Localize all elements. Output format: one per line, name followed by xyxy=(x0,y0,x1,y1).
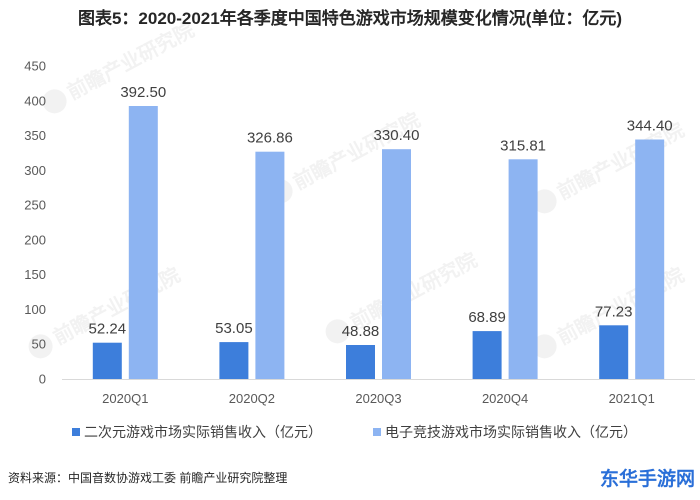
watermark-logo-icon xyxy=(28,334,53,359)
y-tick-label: 0 xyxy=(39,372,46,387)
bar-series-1-2021q1 xyxy=(599,325,629,379)
y-tick-label: 350 xyxy=(24,128,46,143)
x-tick-label: 2020Q1 xyxy=(102,391,148,406)
x-tick-label: 2020Q3 xyxy=(355,391,401,406)
x-tick-label: 2021Q1 xyxy=(609,391,655,406)
y-tick-label: 200 xyxy=(24,232,46,247)
plot-area: 0 50 100 150 200 250 300 350 400 450 52.24 53.05 48.… xyxy=(24,59,695,406)
y-tick-label: 100 xyxy=(24,302,46,317)
watermark-logo-icon xyxy=(532,189,557,214)
data-label-series-2: 330.40 xyxy=(374,127,420,144)
legend-label-series-2: 电子竞技游戏市场实际销售收入（亿元） xyxy=(385,424,637,440)
bar-series-2-2020q3 xyxy=(382,149,411,379)
y-tick-label: 300 xyxy=(24,163,46,178)
legend-swatch-series-2 xyxy=(373,428,381,436)
legend-swatch-series-1 xyxy=(72,428,80,436)
data-label-series-1: 52.24 xyxy=(89,321,127,338)
data-label-series-2: 315.81 xyxy=(500,137,546,154)
y-tick-label: 250 xyxy=(24,198,46,213)
watermark-logo-icon xyxy=(325,319,350,344)
y-tick-label: 400 xyxy=(24,93,46,108)
data-label-series-1: 48.88 xyxy=(342,323,380,340)
bar-series-2-2020q4 xyxy=(508,159,538,379)
data-label-series-2: 344.40 xyxy=(627,118,673,135)
data-label-series-1: 68.89 xyxy=(468,309,506,326)
x-tick-label: 2020Q2 xyxy=(229,391,275,406)
watermark: 前瞻产业研究院 xyxy=(42,17,198,114)
data-label-series-2: 392.50 xyxy=(120,84,166,101)
bar-series-2-2021q1 xyxy=(635,139,665,379)
bar-series-2-2020q2 xyxy=(255,151,285,379)
legend-label-series-1: 二次元游戏市场实际销售收入（亿元） xyxy=(84,424,322,440)
chart-title: 图表5：2020-2021年各季度中国特色游戏市场规模变化情况(单位：亿元) xyxy=(78,8,622,28)
bar-series-1-2020q2 xyxy=(219,342,249,379)
data-label-series-1: 77.23 xyxy=(595,303,633,320)
y-tick-label: 150 xyxy=(24,267,46,282)
legend: 二次元游戏市场实际销售收入（亿元） 电子竞技游戏市场实际销售收入（亿元） xyxy=(72,424,637,440)
watermark-layer: 前瞻产业研究院 前瞻产业研究院 前瞻产业研究院 前瞻产业研究院 前瞻产业研究院 … xyxy=(28,17,688,359)
watermark-logo-icon xyxy=(42,89,67,114)
corner-logo: 东华手游网 xyxy=(600,467,695,490)
watermark-text: 前瞻产业研究院 xyxy=(346,247,481,334)
bar-series-1-2020q1 xyxy=(92,342,122,379)
data-label-series-1: 53.05 xyxy=(215,320,253,337)
source-note: 资料来源：中国音数协游戏工委 前瞻产业研究院整理 xyxy=(8,470,287,485)
watermark-logo-icon xyxy=(532,334,557,359)
x-tick-label: 2020Q4 xyxy=(482,391,528,406)
bar-series-1-2020q4 xyxy=(472,331,502,379)
bar-series-1-2020q3 xyxy=(346,345,375,379)
data-label-series-2: 326.86 xyxy=(247,130,293,147)
y-tick-label: 50 xyxy=(32,337,46,352)
bar-series-2-2020q1 xyxy=(128,106,158,379)
y-tick-label: 450 xyxy=(24,59,46,74)
